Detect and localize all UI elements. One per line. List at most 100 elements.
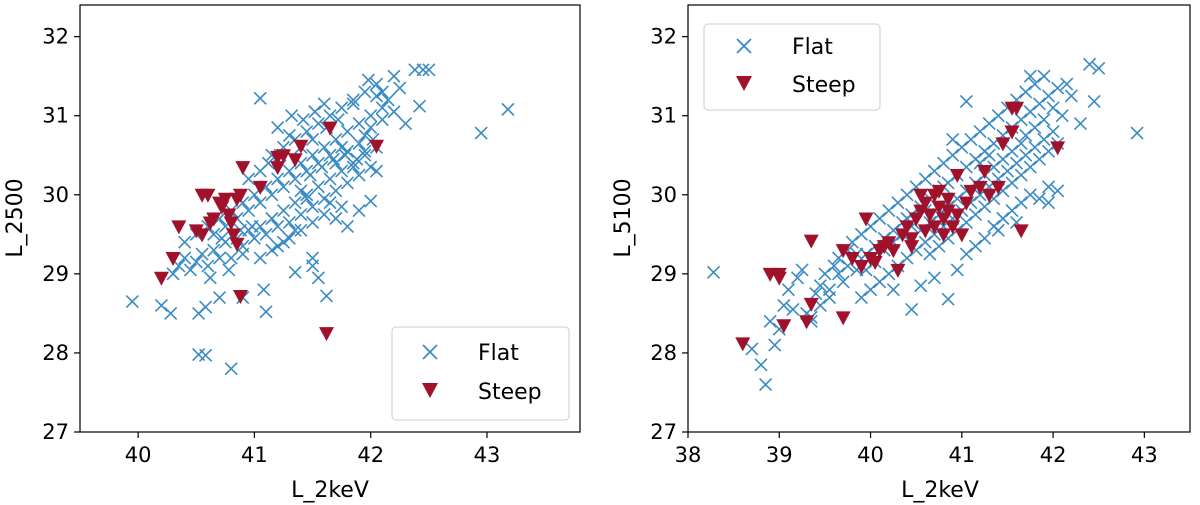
- series-steep-right: [735, 101, 1066, 352]
- steep-point: [1050, 141, 1066, 156]
- flat-point: [166, 267, 180, 281]
- flat-point: [259, 227, 273, 241]
- steep-point: [275, 149, 291, 164]
- steep-point: [949, 169, 965, 184]
- steep-point: [217, 192, 233, 207]
- flat-point: [317, 97, 331, 111]
- flat-point: [375, 101, 389, 115]
- flat-point: [1000, 164, 1015, 178]
- flat-point: [288, 265, 302, 279]
- y-tick-label: 30: [42, 183, 69, 207]
- flat-point: [346, 93, 360, 107]
- flat-point: [1092, 61, 1106, 75]
- y-axis-ticks-left: 27 28 29 30 31 32: [42, 25, 80, 444]
- axes-frame-left: [79, 4, 581, 433]
- flat-point: [1060, 77, 1074, 91]
- flat-point: [754, 358, 768, 372]
- flat-point: [1028, 77, 1042, 91]
- flat-point: [706, 265, 721, 279]
- flat-point: [222, 263, 236, 277]
- steep-point: [223, 216, 239, 231]
- flat-point: [178, 235, 192, 249]
- flat-point: [1064, 89, 1078, 103]
- flat-point: [265, 211, 279, 226]
- flat-point: [369, 89, 384, 103]
- steep-point: [319, 327, 335, 342]
- flat-point: [412, 99, 427, 113]
- flat-point: [207, 243, 221, 257]
- x-axis-ticks-left: 40 41 42 43: [125, 432, 500, 467]
- steep-point: [1013, 224, 1029, 239]
- flat-point: [978, 200, 992, 214]
- flat-point: [387, 69, 401, 83]
- steep-point: [940, 192, 956, 207]
- flat-point: [271, 172, 285, 186]
- steep-point: [853, 259, 869, 274]
- flat-point: [1037, 132, 1051, 146]
- x-axis-ticks-right: 38 39 40 41 42 43: [675, 432, 1158, 467]
- flat-point: [285, 109, 299, 123]
- flat-point: [195, 247, 209, 261]
- x-tick-label: 43: [1131, 443, 1158, 467]
- flat-point: [1041, 180, 1056, 194]
- flat-point: [294, 223, 308, 237]
- flat-point: [311, 271, 325, 285]
- flat-point: [1046, 101, 1060, 115]
- flat-point: [329, 156, 343, 170]
- flat-point: [946, 132, 960, 146]
- flat-point: [329, 211, 343, 226]
- flat-point: [1023, 160, 1037, 174]
- flat-point: [474, 126, 488, 140]
- flat-point: [1041, 144, 1056, 158]
- steep-point: [858, 212, 874, 227]
- flat-point: [282, 164, 296, 178]
- flat-point: [276, 204, 291, 218]
- y-axis-label-right: L_5100: [611, 178, 636, 257]
- flat-point: [982, 117, 996, 131]
- flat-point: [340, 144, 355, 158]
- legend-right: Flat Steep: [703, 23, 881, 111]
- legend-box-right: [703, 23, 881, 111]
- flat-point: [818, 267, 832, 281]
- flat-point: [1130, 126, 1144, 140]
- flat-point: [346, 160, 360, 174]
- steep-point: [270, 161, 286, 176]
- flat-point: [900, 251, 914, 265]
- flat-point: [305, 148, 320, 162]
- flat-point: [317, 192, 331, 206]
- steep-point: [803, 234, 819, 249]
- y-tick-label: 30: [650, 183, 677, 207]
- flat-point: [1023, 69, 1037, 83]
- flat-point: [305, 200, 320, 214]
- flat-point: [352, 136, 366, 150]
- legend-steep-label-right: Steep: [792, 73, 856, 98]
- steep-point: [225, 228, 241, 243]
- flat-point: [253, 251, 267, 265]
- flat-point: [300, 124, 314, 139]
- flat-point: [352, 168, 366, 182]
- flat-point: [265, 243, 279, 257]
- flat-point: [207, 227, 221, 241]
- flat-point: [375, 85, 389, 99]
- x-tick-label: 39: [766, 443, 793, 467]
- flat-point: [827, 259, 841, 273]
- steep-point: [936, 228, 952, 243]
- flat-point: [364, 109, 378, 123]
- flat-point: [809, 287, 823, 301]
- flat-point: [978, 231, 992, 245]
- flat-point: [242, 204, 256, 218]
- flat-point: [387, 105, 401, 119]
- y-tick-label: 29: [650, 262, 677, 286]
- flat-point: [271, 120, 285, 135]
- flat-point: [1014, 168, 1028, 182]
- flat-point: [1073, 117, 1088, 131]
- flat-point: [340, 176, 355, 190]
- flat-point: [346, 97, 360, 111]
- steep-point: [153, 271, 169, 286]
- steep-point: [200, 188, 216, 203]
- flat-point: [923, 247, 937, 261]
- flat-point: [941, 292, 955, 306]
- steep-point: [232, 188, 248, 203]
- flat-point: [1019, 148, 1033, 162]
